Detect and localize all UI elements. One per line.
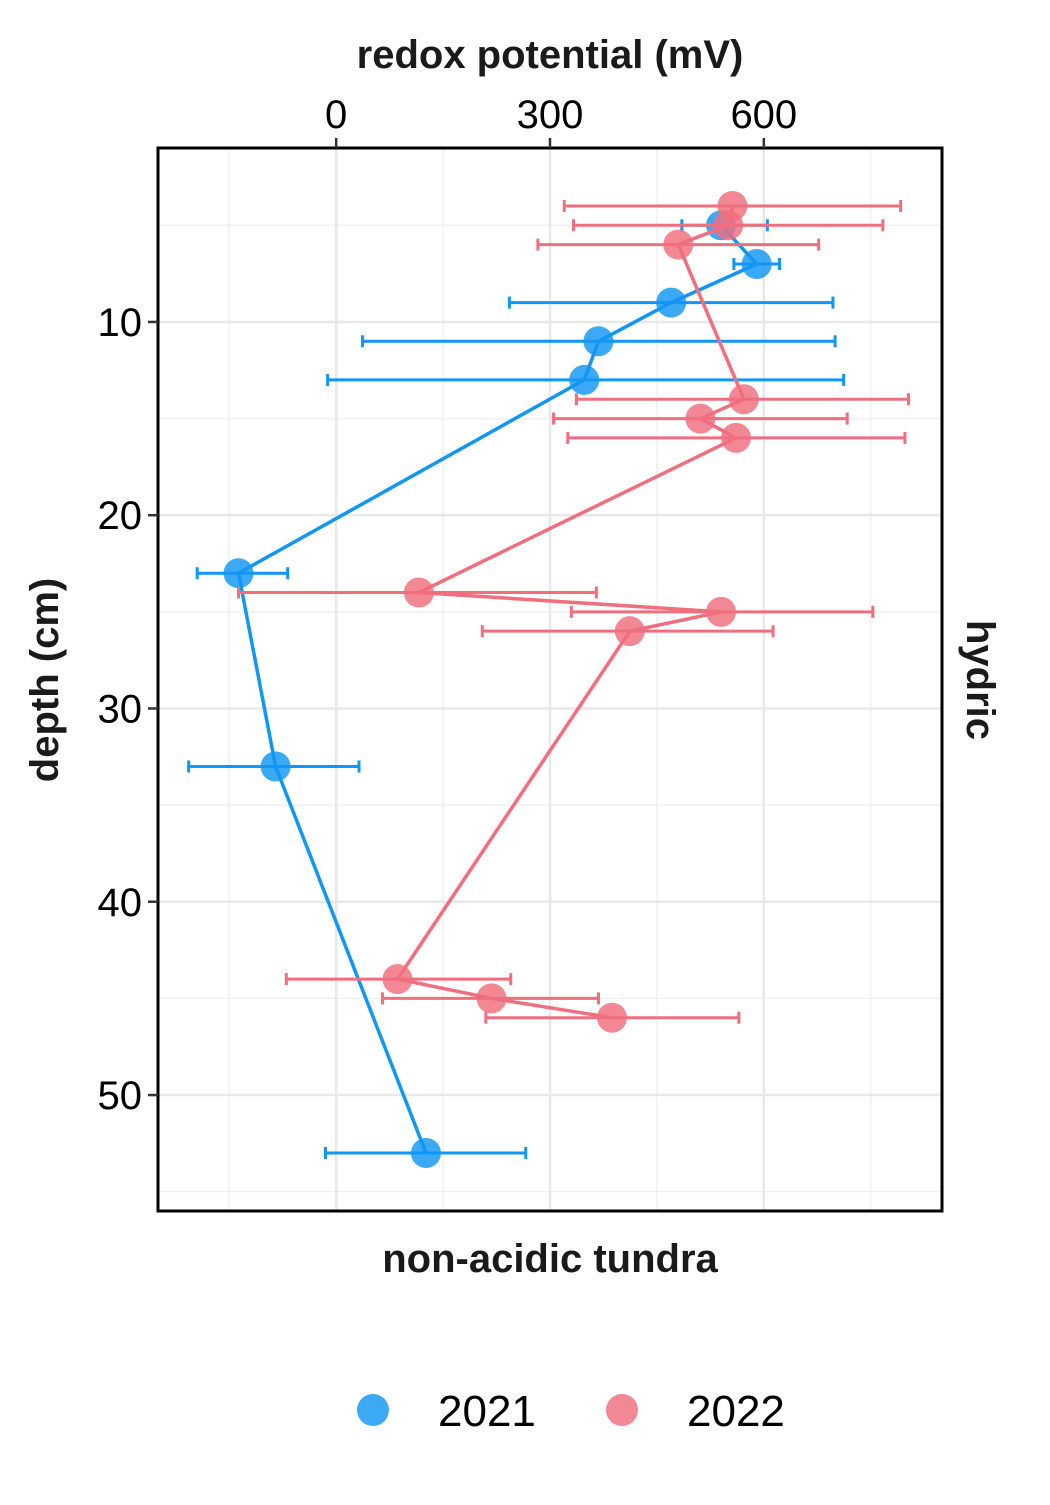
x-tick-label: 0 (325, 93, 347, 137)
grid-layer (158, 148, 942, 1211)
data-point (382, 964, 413, 995)
facet-bottom-label: non-acidic tundra (382, 1237, 718, 1281)
data-point (614, 616, 645, 647)
legend-key-2022 (606, 1394, 638, 1426)
y-tick-label: 10 (98, 301, 143, 345)
legend-key-2021 (357, 1394, 389, 1426)
y-tick-label: 30 (98, 687, 143, 731)
data-point (706, 596, 737, 627)
data-point (741, 248, 772, 279)
data-point (721, 422, 752, 453)
data-point (728, 384, 759, 415)
data-point (260, 751, 291, 782)
data-point (656, 287, 687, 318)
facet-right-label: hydric (958, 620, 1002, 740)
series-line (236, 224, 760, 1154)
y-tick-label: 20 (98, 494, 143, 538)
y-tick-label: 50 (98, 1074, 143, 1118)
data-point (410, 1138, 441, 1169)
axis-layer: 0 300 600 10 20 30 40 50 (98, 93, 798, 1118)
x-axis-title: redox potential (mV) (357, 33, 744, 77)
x-tick-label: 300 (517, 93, 584, 137)
y-axis-title: depth (cm) (23, 578, 67, 782)
data-point (569, 364, 600, 395)
series-layer (187, 190, 911, 1169)
data-point (685, 403, 716, 434)
data-point (223, 558, 254, 589)
data-point (583, 326, 614, 357)
y-tick-label: 40 (98, 881, 143, 925)
x-tick-label: 600 (730, 93, 797, 137)
data-point (597, 1002, 628, 1033)
data-point (476, 983, 507, 1014)
series-2022 (237, 190, 911, 1033)
legend: 2021 2022 (357, 1387, 785, 1436)
data-point (713, 210, 744, 241)
legend-label-2022: 2022 (687, 1387, 785, 1436)
data-point (403, 577, 434, 608)
legend-label-2021: 2021 (438, 1387, 536, 1436)
data-point (663, 229, 694, 260)
